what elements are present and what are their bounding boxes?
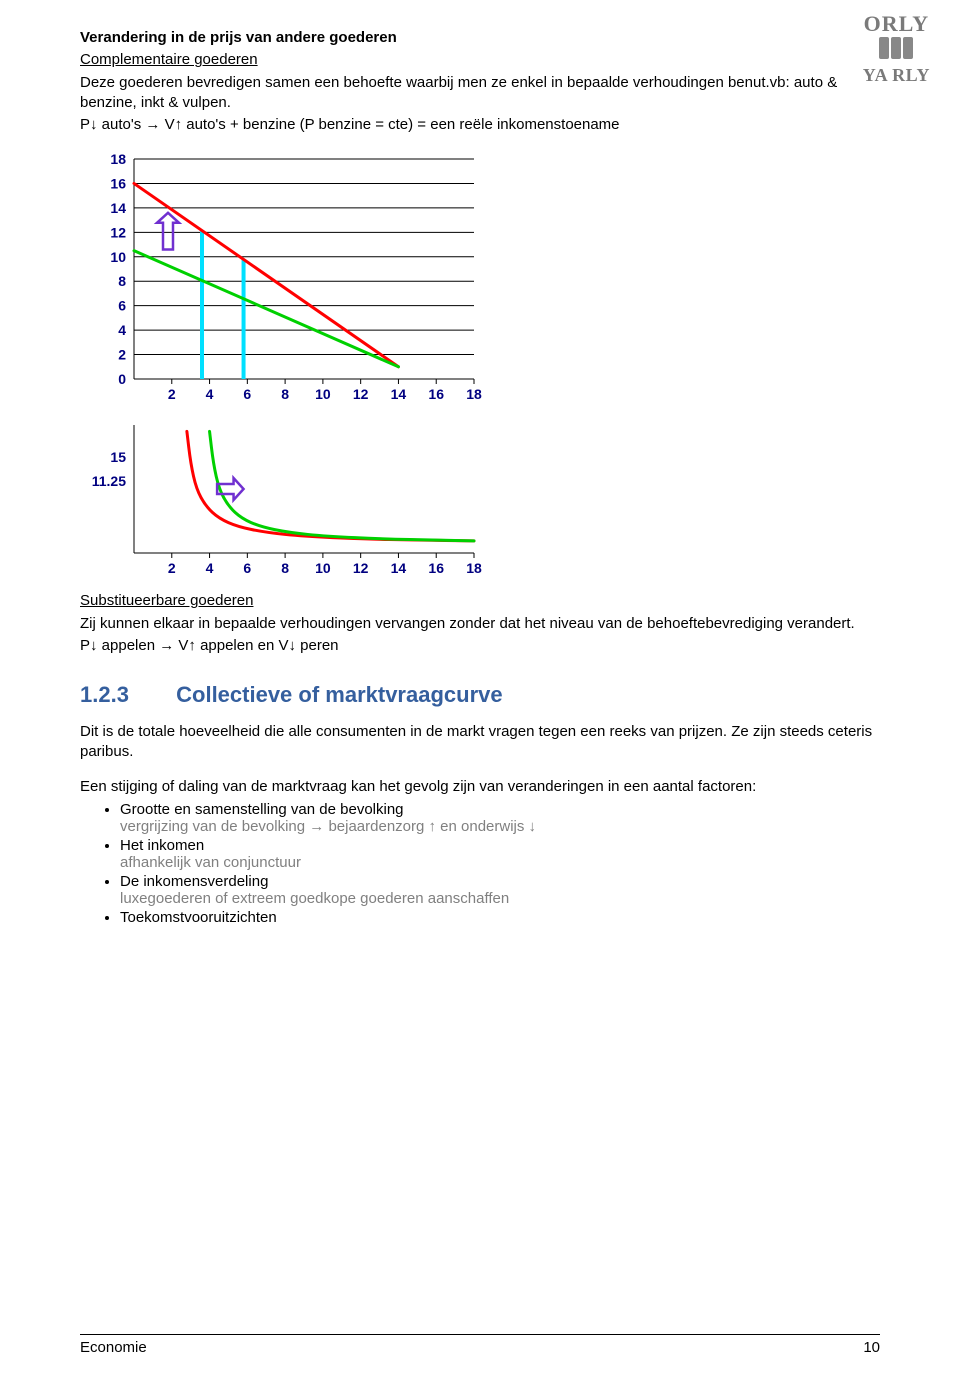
svg-text:12: 12: [110, 225, 126, 241]
para-complementary-desc: Deze goederen bevredigen samen een behoe…: [80, 73, 880, 114]
svg-text:4: 4: [206, 560, 214, 576]
factor-list: Grootte en samenstelling van de bevolkin…: [80, 801, 880, 926]
section-title: Collectieve of marktvraagcurve: [176, 682, 503, 707]
heading-price-change: Verandering in de prijs van andere goede…: [80, 28, 880, 48]
logo-bars-icon: [863, 37, 930, 64]
para-collective-1: Dit is de totale hoeveelheid die alle co…: [80, 722, 880, 763]
svg-text:12: 12: [353, 386, 369, 402]
svg-text:10: 10: [315, 560, 331, 576]
svg-text:18: 18: [466, 386, 482, 402]
factor-item-text: Grootte en samenstelling van de bevolkin…: [120, 801, 880, 818]
subheading-complementary: Complementaire goederen: [80, 50, 880, 70]
page: ORLY YA RLY Verandering in de prijs van …: [0, 0, 960, 1374]
svg-text:2: 2: [168, 560, 176, 576]
svg-text:6: 6: [243, 560, 251, 576]
logo-line1: ORLY: [863, 12, 930, 35]
factor-item-sub: afhankelijk van conjunctuur: [120, 854, 880, 871]
factor-item: De inkomensverdelingluxegoederen of extr…: [120, 873, 880, 907]
svg-text:12: 12: [353, 560, 369, 576]
footer-right: 10: [863, 1339, 880, 1356]
factor-item: Grootte en samenstelling van de bevolkin…: [120, 801, 880, 835]
svg-text:2: 2: [168, 386, 176, 402]
svg-text:14: 14: [110, 200, 126, 216]
svg-text:2: 2: [118, 347, 126, 363]
svg-text:4: 4: [206, 386, 214, 402]
svg-text:10: 10: [315, 386, 331, 402]
section-number: 1.2.3: [80, 682, 170, 708]
svg-text:6: 6: [118, 298, 126, 314]
footer-left: Economie: [80, 1339, 147, 1356]
para-substitutes-formula: P↓ appelen → V↑ appelen en V↓ peren: [80, 636, 880, 656]
logo: ORLY YA RLY: [863, 12, 930, 85]
svg-text:16: 16: [428, 386, 444, 402]
svg-text:16: 16: [428, 560, 444, 576]
chart1-svg: 0 2 4 6 8 10 12 14 16 18 2 4 6 8 10 12 14 16 18: [80, 145, 500, 405]
svg-text:0: 0: [118, 371, 126, 387]
svg-text:14: 14: [391, 560, 407, 576]
para-complementary-formula: P↓ auto's → V↑ auto's + benzine (P benzi…: [80, 115, 880, 135]
footer: Economie 10: [80, 1334, 880, 1356]
factor-item-text: De inkomensverdeling: [120, 873, 880, 890]
factor-item-sub: vergrijzing van de bevolking → bejaarden…: [120, 818, 880, 835]
svg-text:6: 6: [243, 386, 251, 402]
para-substitutes-desc: Zij kunnen elkaar in bepaalde verhouding…: [80, 614, 880, 634]
svg-text:8: 8: [281, 386, 289, 402]
svg-text:18: 18: [466, 560, 482, 576]
svg-text:4: 4: [118, 322, 126, 338]
svg-text:10: 10: [110, 249, 126, 265]
svg-text:8: 8: [118, 273, 126, 289]
subheading-substitutes: Substitueerbare goederen: [80, 591, 880, 611]
factor-item: Toekomstvooruitzichten: [120, 909, 880, 926]
factor-item-sub: luxegoederen of extreem goedkope goedere…: [120, 890, 880, 907]
svg-text:14: 14: [391, 386, 407, 402]
logo-line2: YA RLY: [863, 66, 930, 85]
svg-text:11.25: 11.25: [92, 473, 126, 489]
factor-item: Het inkomenafhankelijk van conjunctuur: [120, 837, 880, 871]
section-heading: 1.2.3 Collectieve of marktvraagcurve: [80, 682, 880, 708]
chart-demand-shift: 0 2 4 6 8 10 12 14 16 18 2 4 6 8 10 12 14 16 18: [80, 145, 880, 405]
factor-item-text: Toekomstvooruitzichten: [120, 909, 880, 926]
svg-text:8: 8: [281, 560, 289, 576]
factor-item-text: Het inkomen: [120, 837, 880, 854]
chart2-svg: 2 4 6 8 10 12 14 16 18 11.25 15: [80, 415, 500, 585]
svg-text:16: 16: [110, 176, 126, 192]
svg-text:18: 18: [110, 151, 126, 167]
para-collective-2: Een stijging of daling van de marktvraag…: [80, 777, 880, 797]
svg-text:15: 15: [110, 449, 126, 465]
chart-indifference: 2 4 6 8 10 12 14 16 18 11.25 15: [80, 415, 880, 585]
